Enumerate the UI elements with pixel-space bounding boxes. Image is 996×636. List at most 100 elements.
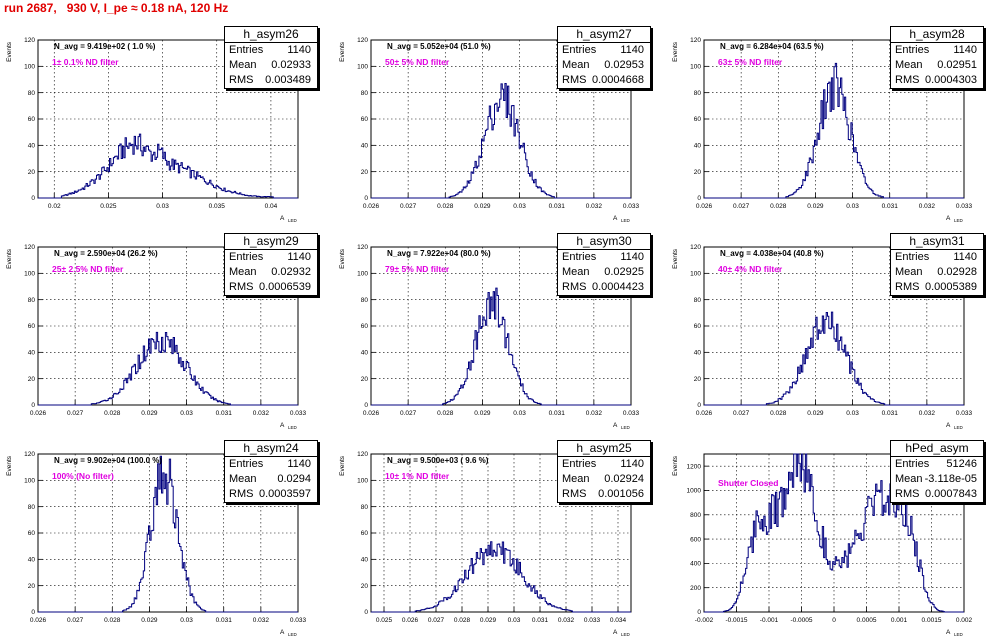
stats-value: -3.118e-05	[924, 473, 977, 485]
stats-box: h_asym30 Entries 1140 Mean 0.02925 RMS 0.00044…	[557, 233, 651, 296]
stats-row-rms: RMS 0.0004668	[558, 73, 650, 88]
x-tick-label: 0.032	[253, 617, 270, 624]
stats-value: 0.0005389	[925, 281, 977, 293]
x-tick-label: 0.033	[290, 617, 307, 624]
x-tick-label: 0.033	[956, 203, 973, 210]
x-axis-subscript: LED	[621, 632, 631, 636]
histogram-name: h_asym24	[225, 441, 317, 457]
navg-label: N_avg = 2.590e+04 (26.2 %)	[54, 249, 158, 258]
histogram-panel-h_asym30: 0.026 0.027 0.028 0.029 0.03 0.031 0.032 0.033 0…	[333, 222, 663, 430]
x-tick-label: 0.028	[770, 203, 787, 210]
run-title: run 2687, 930 V, I_pe ≈ 0.18 nA, 120 Hz	[4, 1, 229, 15]
stats-value: 0.02953	[604, 59, 644, 71]
stats-key: RMS	[895, 488, 920, 500]
y-axis-title: Events	[339, 41, 346, 62]
x-tick-label: 0	[832, 617, 836, 624]
x-tick-label: 0.033	[623, 203, 640, 210]
histogram-panel-hPed_asym: -0.002 -0.0015 -0.001 -0.0005 0 0.0005 0.001 0.…	[666, 429, 996, 636]
x-axis-subscript: LED	[954, 632, 964, 636]
stats-box: h_asym24 Entries 1140 Mean 0.0294 RMS 0.000359…	[224, 440, 318, 503]
y-tick-label: 80	[361, 297, 369, 304]
filter-label: 10± 1% ND filter	[385, 471, 450, 481]
stats-value: 0.0004423	[592, 281, 644, 293]
stats-value: 0.0006539	[259, 281, 311, 293]
stats-key: RMS	[895, 74, 920, 86]
x-axis-subscript: LED	[954, 218, 964, 223]
x-tick-label: 0.032	[253, 410, 270, 417]
stats-row-entries: Entries 1140	[558, 457, 650, 472]
histogram-line	[371, 287, 631, 406]
stats-row-entries: Entries 1140	[225, 43, 317, 58]
filter-label: 40± 4% ND filter	[718, 264, 783, 274]
x-tick-label: 0.026	[30, 617, 47, 624]
y-tick-label: 800	[690, 512, 701, 519]
stats-value: 0.0007843	[925, 488, 977, 500]
y-tick-label: 40	[28, 557, 36, 564]
x-tick-label: 0.032	[558, 617, 575, 624]
x-tick-label: 0.027	[67, 410, 84, 417]
histogram-name: h_asym25	[558, 441, 650, 457]
histogram-panel-h_asym27: 0.026 0.027 0.028 0.029 0.03 0.031 0.032 0.033 0…	[333, 15, 663, 223]
stats-key: Entries	[229, 251, 264, 263]
x-axis-subscript: LED	[621, 425, 631, 430]
x-tick-label: 0.03	[513, 203, 526, 210]
stats-value: 1140	[620, 44, 644, 56]
x-axis-title: A	[613, 215, 618, 222]
stats-key: Mean	[562, 473, 590, 485]
histogram-name: h_asym29	[225, 234, 317, 250]
y-tick-label: 100	[24, 478, 35, 485]
stats-row-rms: RMS 0.001056	[558, 487, 650, 502]
x-tick-label: 0.028	[437, 203, 454, 210]
stats-key: Entries	[895, 458, 930, 470]
x-tick-label: 0.03	[156, 203, 169, 210]
y-tick-label: 100	[690, 64, 701, 71]
stats-box: h_asym27 Entries 1140 Mean 0.02953 RMS 0.00046…	[557, 26, 651, 89]
filter-label: 100% (No filter)	[52, 471, 114, 481]
y-tick-label: 0	[364, 402, 368, 409]
x-axis-title: A	[280, 422, 285, 429]
stats-value: 0.0004303	[925, 74, 977, 86]
x-tick-label: 0.035	[209, 203, 226, 210]
histogram-panel-h_asym26: 0.02 0.025 0.03 0.035 0.04 0 20 40 60 80 100 120 Eve…	[0, 15, 330, 223]
y-tick-label: 0	[31, 402, 35, 409]
y-tick-label: 100	[24, 271, 35, 278]
histogram-name: h_asym28	[891, 27, 983, 43]
y-axis-title: Events	[6, 455, 13, 476]
histogram-panel-h_asym29: 0.026 0.027 0.028 0.029 0.03 0.031 0.032 0.033 0…	[0, 222, 330, 430]
y-tick-label: 0	[697, 402, 701, 409]
y-tick-label: 40	[28, 143, 36, 150]
y-tick-label: 120	[24, 244, 35, 251]
stats-row-mean: Mean 0.0294	[225, 472, 317, 487]
y-tick-label: 20	[361, 583, 369, 590]
stats-key: Mean	[562, 59, 590, 71]
stats-value: 0.0003597	[259, 488, 311, 500]
y-tick-label: 80	[694, 297, 702, 304]
y-tick-label: 40	[694, 143, 702, 150]
x-tick-label: 0.029	[807, 410, 824, 417]
stats-value: 1140	[953, 44, 977, 56]
x-tick-label: 0.029	[807, 203, 824, 210]
x-tick-label: 0.032	[919, 203, 936, 210]
navg-label: N_avg = 9.902e+04 (100.0 %)	[54, 456, 163, 465]
stats-key: Entries	[562, 458, 597, 470]
stats-key: RMS	[895, 281, 920, 293]
filter-label: 25± 2.5% ND filter	[52, 264, 124, 274]
y-tick-label: 120	[690, 37, 701, 44]
histogram-line	[704, 453, 964, 613]
stats-row-entries: Entries 1140	[558, 43, 650, 58]
stats-value: 1140	[953, 251, 977, 263]
y-tick-label: 20	[694, 169, 702, 176]
x-tick-label: 0.033	[623, 410, 640, 417]
stats-key: Entries	[229, 458, 264, 470]
histogram-line	[38, 331, 298, 406]
stats-key: RMS	[562, 74, 587, 86]
x-axis-title: A	[946, 215, 951, 222]
y-tick-label: 120	[24, 37, 35, 44]
stats-row-rms: RMS 0.0004303	[891, 73, 983, 88]
stats-row-entries: Entries 1140	[891, 250, 983, 265]
stats-value: 1140	[620, 458, 644, 470]
y-tick-label: 100	[357, 478, 368, 485]
navg-label: N_avg = 7.922e+04 (80.0 %)	[387, 249, 491, 258]
filter-label: 79± 5% ND filter	[385, 264, 450, 274]
x-tick-label: 0.028	[104, 617, 121, 624]
